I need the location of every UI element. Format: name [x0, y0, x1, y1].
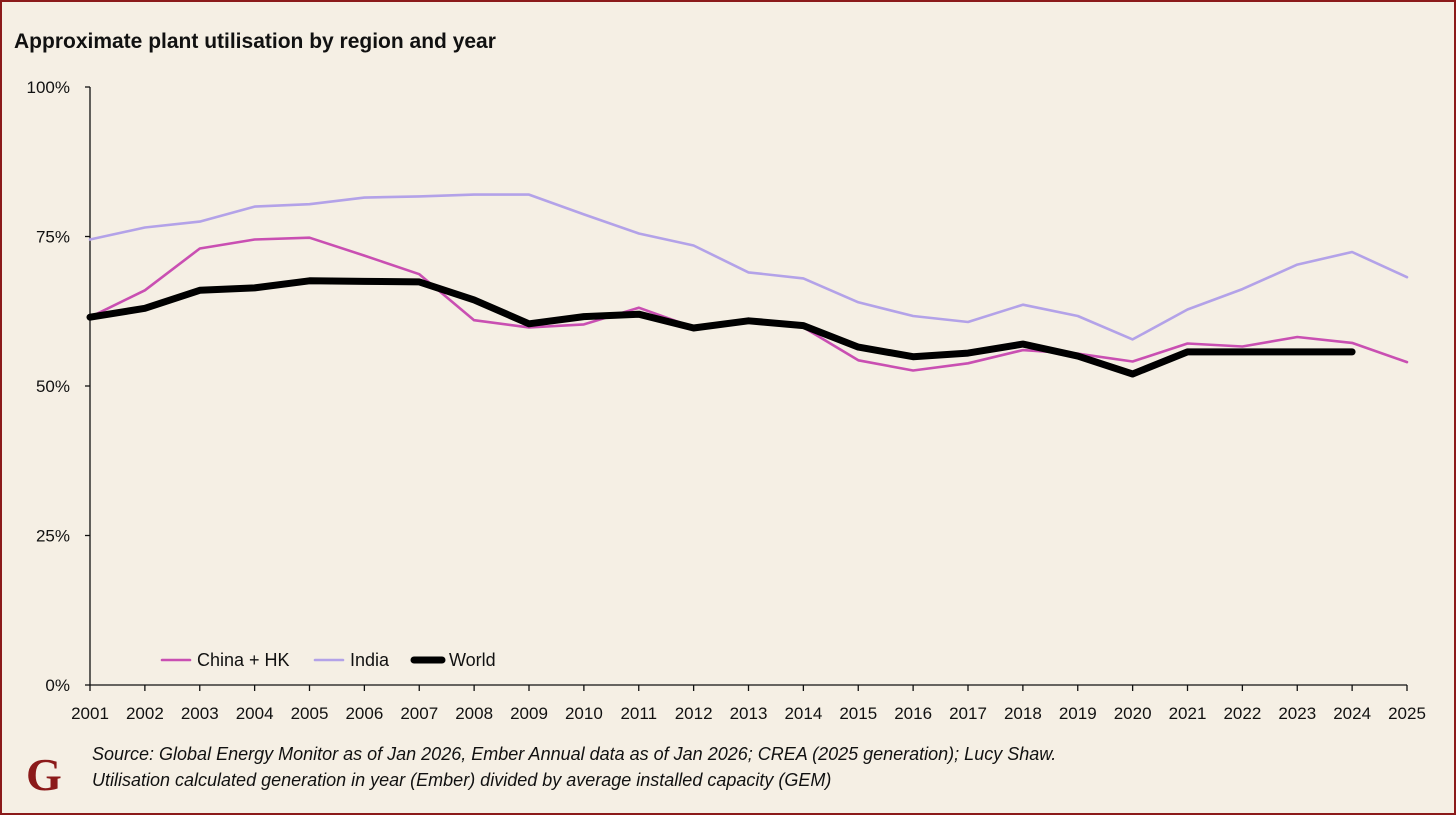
x-tick-label: 2011 [620, 704, 657, 723]
legend-label-world: World [449, 650, 496, 670]
y-tick-label: 75% [36, 228, 70, 247]
source-line-1: Source: Global Energy Monitor as of Jan … [92, 744, 1057, 764]
x-tick-label: 2016 [894, 704, 932, 723]
x-tick-label: 2010 [565, 704, 603, 723]
publisher-logo: G [26, 749, 62, 800]
x-tick-label: 2023 [1278, 704, 1316, 723]
y-tick-label: 0% [45, 676, 70, 695]
x-tick-label: 2015 [839, 704, 877, 723]
legend-label-china-hk: China + HK [197, 650, 290, 670]
x-tick-label: 2025 [1388, 704, 1426, 723]
x-tick-label: 2006 [345, 704, 383, 723]
x-tick-label: 2001 [71, 704, 109, 723]
y-tick-label: 50% [36, 377, 70, 396]
x-tick-label: 2002 [126, 704, 164, 723]
x-tick-label: 2008 [455, 704, 493, 723]
x-tick-label: 2021 [1169, 704, 1207, 723]
x-tick-label: 2014 [784, 704, 822, 723]
x-tick-label: 2022 [1223, 704, 1261, 723]
x-tick-label: 2019 [1059, 704, 1097, 723]
x-tick-label: 2004 [236, 704, 274, 723]
source-line-2: Utilisation calculated generation in yea… [92, 770, 832, 790]
x-tick-label: 2013 [730, 704, 768, 723]
x-tick-label: 2005 [291, 704, 329, 723]
series-lines [86, 193, 1409, 378]
x-tick-label: 2007 [400, 704, 438, 723]
x-tick-label: 2003 [181, 704, 219, 723]
x-tick-label: 2012 [675, 704, 713, 723]
legend-label-india: India [350, 650, 390, 670]
source-note: Source: Global Energy Monitor as of Jan … [92, 741, 1056, 793]
chart-title: Approximate plant utilisation by region … [14, 30, 496, 53]
x-tick-label: 2020 [1114, 704, 1152, 723]
y-tick-label: 100% [27, 78, 70, 97]
x-tick-label: 2009 [510, 704, 548, 723]
legend: China + HK India World [160, 650, 496, 670]
x-tick-label: 2018 [1004, 704, 1042, 723]
axes: 0% 25% 50% 75% 100% 2001 2002 2003 2004 2005 2006 2… [27, 78, 1426, 723]
y-tick-label: 25% [36, 527, 70, 546]
x-tick-label: 2024 [1333, 704, 1371, 723]
x-tick-label: 2017 [949, 704, 987, 723]
series-line-india [88, 193, 1409, 341]
series-line-world [86, 277, 1356, 378]
